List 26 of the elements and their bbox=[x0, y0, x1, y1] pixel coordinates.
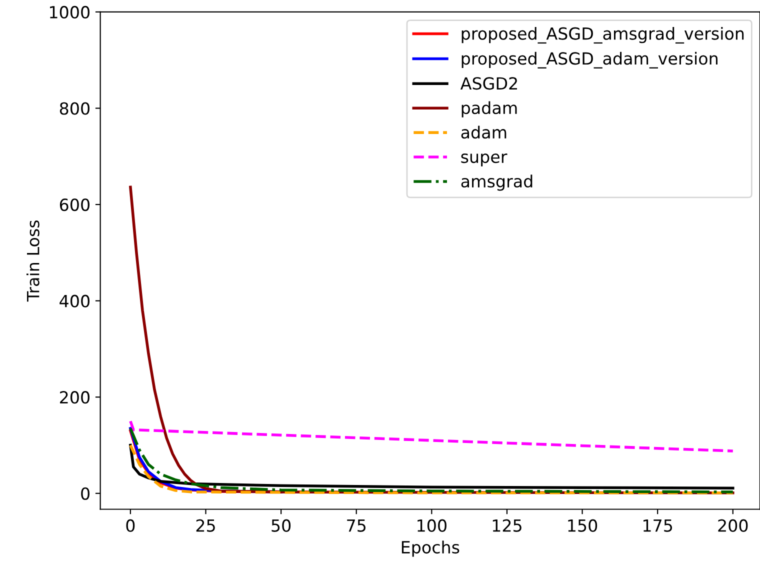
x-tick-label: 75 bbox=[347, 519, 366, 532]
y-tick-label: 600 bbox=[60, 198, 90, 212]
y-tick-label: 400 bbox=[60, 294, 90, 308]
x-tick-label: 150 bbox=[568, 519, 598, 532]
line-series bbox=[129, 426, 734, 494]
x-tick-label: 200 bbox=[718, 519, 748, 532]
x-tick-label: 175 bbox=[644, 519, 672, 532]
x-tick-label: 100 bbox=[418, 519, 446, 532]
legend-label: proposed_ASGD_adam_version bbox=[462, 52, 718, 68]
x-tick-label: 0 bbox=[126, 519, 135, 532]
line-series bbox=[129, 420, 734, 452]
legend-label: super bbox=[461, 154, 508, 166]
x-tick-label: 25 bbox=[196, 519, 215, 532]
y-tick-label: 1000 bbox=[50, 6, 90, 19]
legend-label: proposed_ASGD_amsgrad_version bbox=[462, 26, 744, 44]
y-tick-label: 200 bbox=[60, 391, 90, 404]
x-axis-title: Epochs bbox=[402, 540, 460, 557]
legend-label: padam bbox=[462, 101, 517, 118]
y-tick-label: 0 bbox=[81, 487, 90, 500]
x-tick-label: 50 bbox=[272, 519, 291, 532]
y-axis-title: Train Loss bbox=[26, 220, 40, 302]
x-tick-label: 125 bbox=[492, 519, 522, 532]
legend-label: amsgrad bbox=[461, 174, 532, 191]
legend-label: ASGD2 bbox=[460, 77, 517, 90]
y-tick-label: 800 bbox=[60, 102, 90, 115]
legend-label: adam bbox=[461, 126, 506, 139]
